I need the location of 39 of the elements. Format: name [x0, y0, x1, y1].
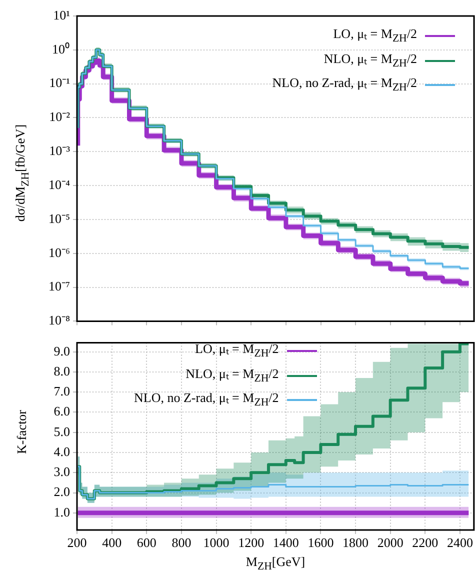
y-tick-label: 2.0: [54, 484, 70, 500]
x-tick-label: 400: [102, 535, 122, 550]
y-tick-label: 10⁻⁶: [48, 244, 70, 260]
y-tick-label: 10⁻²: [49, 109, 70, 124]
y-tick-label: 4.0: [54, 444, 70, 459]
y-tick-label: 10⁻⁵: [48, 210, 70, 226]
y-tick-label: 7.0: [54, 384, 70, 399]
y-tick-label: 10⁻⁴: [48, 176, 70, 192]
x-tick-label: 2000: [377, 535, 404, 550]
y-axis-title: K-factor: [14, 409, 30, 454]
y-tick-label: 10⁻⁷: [48, 278, 70, 294]
y-tick-label: 8.0: [54, 363, 70, 378]
legend-label: NLO, no Z-rad, μₜ = M$_{ZH}$/2: [272, 74, 417, 96]
x-tick-label: 1200: [238, 535, 264, 550]
x-tick-label: 600: [136, 535, 156, 550]
x-tick-label: 800: [172, 535, 192, 550]
x-tick-label: 2400: [446, 535, 473, 550]
y-tick-label: 10⁻⁸: [48, 312, 70, 328]
legend-label: LO, μₜ = M$_{ZH}$/2: [333, 25, 417, 47]
y-tick-label: 3.0: [54, 464, 70, 480]
y-tick-label: 10⁻³: [49, 143, 70, 158]
legend-label: LO, μₜ = M$_{ZH}$/2: [195, 340, 279, 362]
y-tick-label: 5.0: [54, 424, 70, 439]
x-tick-label: 1400: [272, 535, 299, 550]
y-tick-label: 10¹: [53, 7, 70, 22]
x-tick-label: 200: [67, 535, 87, 550]
legend-label: NLO, no Z-rad, μₜ = M$_{ZH}$/2: [134, 389, 279, 411]
x-axis-title: M$_{ZH}$[GeV]: [246, 554, 306, 573]
y-tick-label: 1.0: [54, 504, 70, 520]
legend-label: NLO, μₜ = M$_{ZH}$/2: [324, 50, 417, 72]
y-tick-label: 6.0: [54, 404, 70, 419]
x-tick-label: 1000: [203, 535, 230, 550]
y-tick-label: 10⁰: [52, 41, 70, 56]
x-tick-label: 1800: [342, 535, 369, 550]
y-tick-label: 9.0: [54, 343, 70, 358]
x-tick-label: 1600: [308, 535, 334, 550]
y-tick-label: 10⁻¹: [49, 75, 70, 90]
x-tick-label: 2200: [412, 535, 438, 550]
legend-label: NLO, μₜ = M$_{ZH}$/2: [186, 364, 279, 386]
